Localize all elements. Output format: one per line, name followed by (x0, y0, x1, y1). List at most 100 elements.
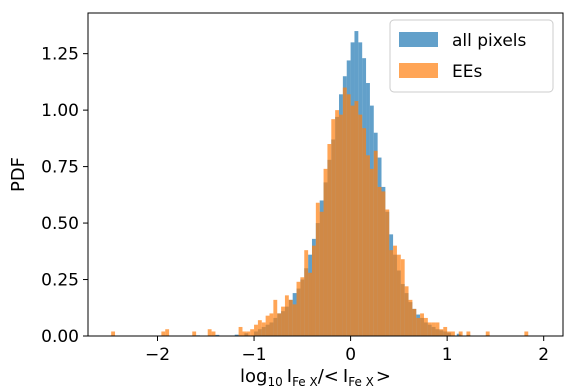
histogram-bar (412, 308, 417, 336)
histogram-bar (381, 191, 386, 336)
legend-swatch-ees (399, 63, 438, 78)
histogram-bar (192, 331, 197, 336)
histogram-bar (211, 331, 216, 336)
histogram-bar (346, 94, 351, 336)
histogram-bar (234, 334, 239, 336)
histogram-bar (451, 331, 455, 336)
histogram-bar (342, 87, 347, 337)
histogram-bar (404, 286, 409, 336)
histogram-bar (242, 331, 247, 336)
histogram-bar (358, 114, 363, 336)
histogram-bar (315, 202, 320, 336)
y-axis-label: PDF (8, 157, 29, 192)
histogram-bar (447, 331, 452, 336)
legend-label-all-pixels: all pixels (452, 31, 527, 51)
histogram-bar (339, 114, 343, 336)
histogram-bar (335, 110, 340, 336)
histogram-bar (207, 329, 212, 336)
y-tick-label: 0.00 (41, 327, 79, 347)
histogram-bar (393, 245, 397, 336)
x-axis-label-prefix: log (240, 366, 267, 387)
histogram-bar (350, 105, 355, 336)
histogram-bar (308, 272, 312, 336)
histogram-bar (304, 250, 309, 336)
y-tick-label: 0.25 (41, 271, 79, 291)
histogram-bar (311, 245, 316, 336)
plot-frame (87, 12, 564, 337)
y-tick-label: 0.75 (41, 158, 79, 178)
histogram-bar (456, 333, 461, 336)
histogram-bar (161, 331, 166, 336)
histogram-bar (331, 119, 336, 336)
histogram-bar (435, 322, 440, 336)
histogram-bar (296, 281, 301, 336)
legend-swatch-all-pixels (399, 32, 438, 47)
x-axis-label: log10 IFe X/< IFe X > (240, 366, 391, 389)
x-axis-label-close: > (376, 366, 391, 387)
histogram-bar (420, 313, 424, 336)
histogram-bar (323, 168, 328, 336)
histogram-bar (288, 299, 293, 336)
x-axis-label-base: 10 (267, 375, 282, 389)
y-tick-label: 1.25 (41, 45, 79, 65)
histogram-bar (389, 250, 394, 336)
histogram-bar (250, 329, 255, 336)
histogram-bar (427, 322, 432, 336)
histogram-bar (369, 168, 374, 336)
histogram-bar (431, 322, 436, 336)
histogram-bar (373, 150, 378, 336)
legend-label-ees: EEs (452, 62, 482, 82)
histogram-bar (238, 326, 243, 336)
histogram-bar (111, 331, 116, 336)
x-axis-label-sub: Fe X (292, 375, 318, 389)
histogram-bar (466, 331, 471, 336)
y-tick-label: 0.50 (41, 214, 79, 234)
x-axis-label-sep: /< (318, 366, 339, 387)
histogram-bar (261, 322, 266, 336)
histogram-bar (254, 324, 258, 336)
histogram-bar (284, 295, 289, 336)
histogram-bar (400, 259, 405, 336)
histogram-bar (292, 304, 297, 336)
x-tick-label: 0 (345, 345, 356, 365)
histogram-bar (300, 277, 305, 336)
histogram-bar (377, 186, 382, 336)
histogram-bar (524, 331, 529, 336)
histogram-bar (366, 155, 370, 336)
histogram-bar (396, 254, 401, 336)
x-tick-label: 2 (538, 345, 549, 365)
histogram-bar (485, 331, 490, 336)
histogram-bar (439, 329, 444, 336)
histogram-bar (165, 329, 170, 336)
histogram-bar (416, 317, 421, 336)
y-axis: 0.00 0.25 0.50 0.75 1.00 1.25 (41, 45, 88, 347)
histogram-bar (273, 299, 278, 336)
histogram-bar (269, 313, 274, 336)
histogram-bar (423, 317, 428, 336)
histogram-bar (246, 331, 251, 336)
bars-layer (111, 31, 529, 337)
x-tick-label: 1 (442, 345, 453, 365)
histogram-bar (277, 313, 282, 336)
histogram-bar (257, 320, 262, 336)
histogram-bar (443, 326, 448, 336)
x-axis-label-intensity: I (287, 366, 292, 387)
histogram-bar (281, 306, 285, 336)
series-ees (111, 87, 529, 337)
histogram-bar (385, 209, 390, 336)
histogram-bar (327, 144, 332, 336)
legend: all pixels EEs (389, 19, 554, 93)
y-tick-label: 1.00 (41, 101, 79, 121)
histogram-bar (354, 101, 359, 336)
histogram-bar (408, 299, 413, 336)
x-tick-label: −1 (242, 345, 267, 365)
histogram-bar (215, 334, 220, 336)
histogram-bar (265, 315, 270, 336)
x-axis: −2 −1 0 1 2 (145, 336, 549, 365)
histogram-bar (362, 128, 367, 336)
x-axis-label-sub-2: Fe X (348, 375, 374, 389)
x-tick-label: −2 (145, 345, 170, 365)
histogram-bar (458, 331, 463, 336)
histogram-bar (319, 211, 324, 336)
